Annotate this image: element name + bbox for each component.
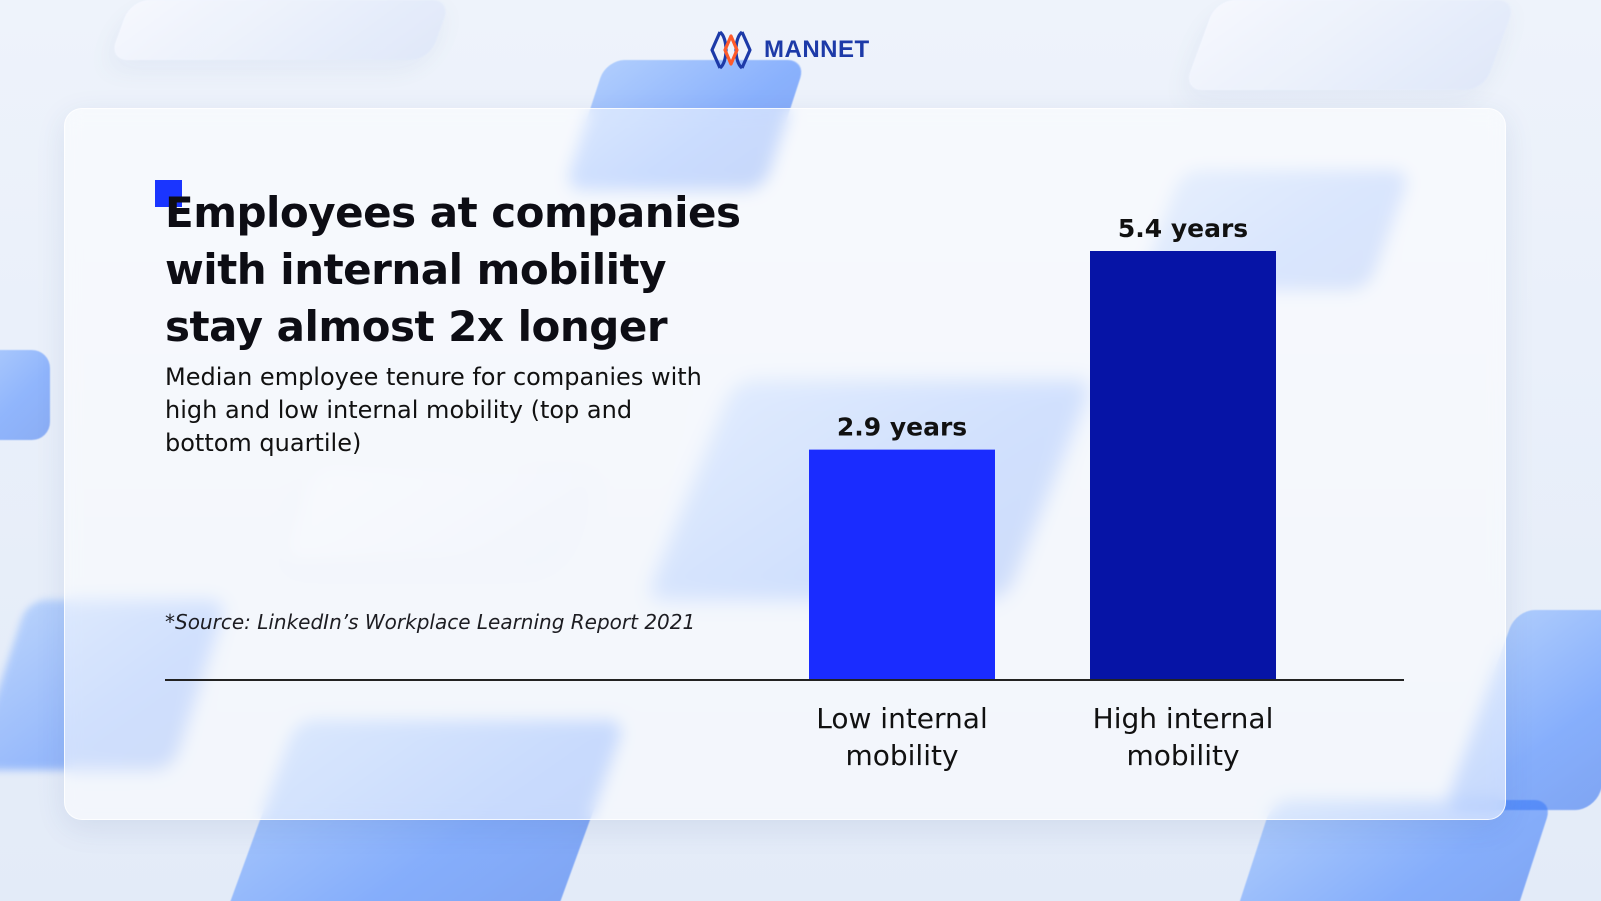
page-title: Employees at companies with internal mob… (165, 184, 765, 355)
title-line: stay almost 2x longer (165, 302, 668, 351)
title-accent-square (155, 180, 182, 207)
background-tile (109, 0, 451, 60)
mannet-logo-icon (710, 30, 752, 70)
title-line: Employees at companies (165, 188, 741, 237)
chart-subtitle: Median employee tenure for companies wit… (165, 363, 702, 457)
background-tile (1183, 0, 1517, 90)
source-note: *Source: LinkedIn’s Workplace Learning R… (165, 610, 696, 634)
brand-logo: MANNET (708, 28, 870, 72)
background-tile (0, 350, 50, 440)
title-line: with internal mobility (165, 245, 666, 294)
brand-name: MANNET (764, 36, 870, 63)
